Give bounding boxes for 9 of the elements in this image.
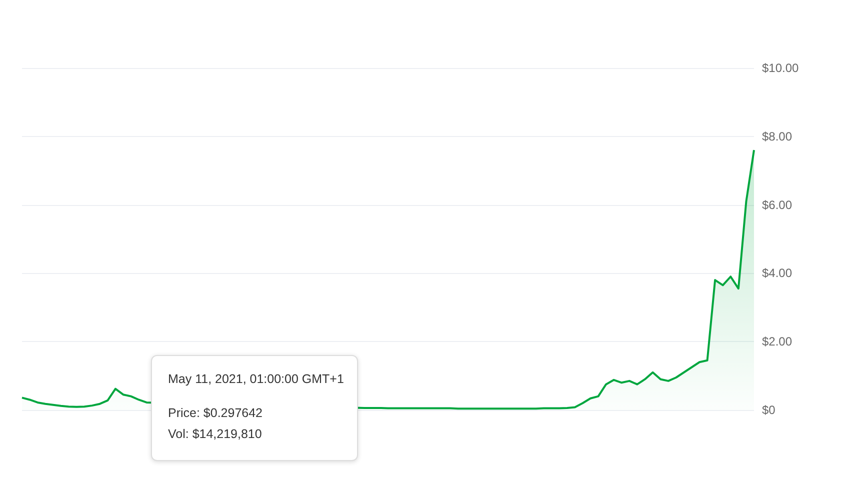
y-tick-label: $6.00 <box>762 198 792 212</box>
y-tick-label: $4.00 <box>762 266 792 280</box>
y-tick-label: $0 <box>762 403 776 417</box>
tooltip-card: May 11, 2021, 01:00:00 GMT+1 Price: $0.297642 Vol: $14,219,810 <box>151 355 358 461</box>
y-tick-label: $8.00 <box>762 129 792 144</box>
y-tick-label: $10.00 <box>762 61 800 75</box>
y-tick-label: $2.00 <box>762 334 792 349</box>
annotation: May 11, 2021, 01:00:00 GMT+1 <box>168 372 344 386</box>
annotation: Price: $0.297642 <box>168 406 263 420</box>
